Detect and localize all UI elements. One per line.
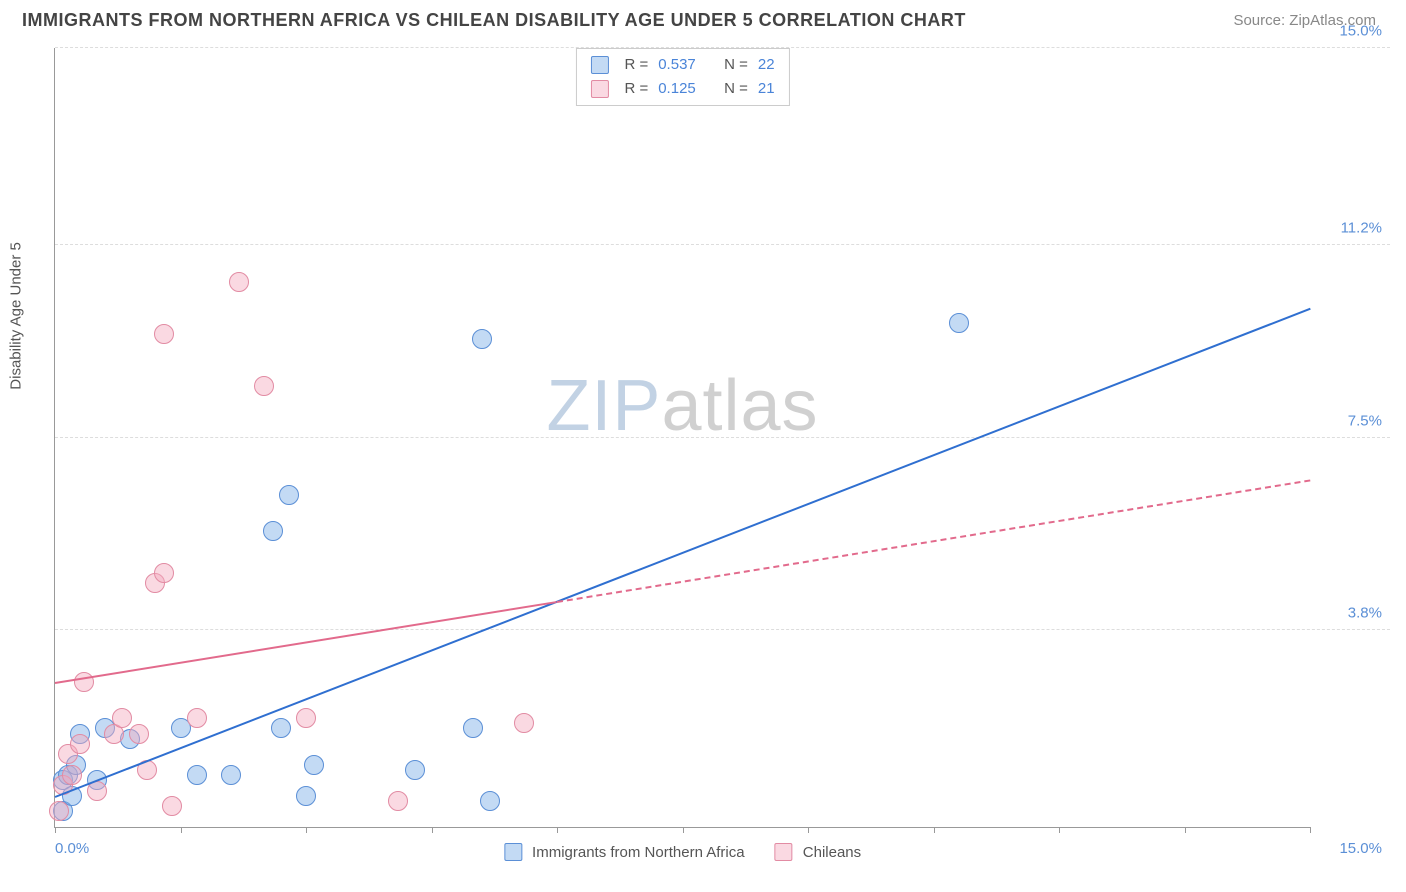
data-point [263, 521, 283, 541]
x-tick [683, 827, 684, 833]
data-point [472, 329, 492, 349]
chart-title: IMMIGRANTS FROM NORTHERN AFRICA VS CHILE… [22, 10, 966, 31]
r-label: R = [624, 53, 648, 77]
data-point [221, 765, 241, 785]
bottom-legend: Immigrants from Northern Africa Chileans [504, 843, 861, 861]
n-value-1: 21 [758, 77, 775, 101]
data-point [49, 801, 69, 821]
data-point [62, 765, 82, 785]
data-point [405, 760, 425, 780]
x-axis-min-label: 0.0% [55, 840, 89, 857]
stats-legend-box: R = 0.537 N = 22 R = 0.125 N = 21 [575, 48, 789, 106]
data-point [154, 324, 174, 344]
watermark: ZIPatlas [546, 365, 818, 447]
y-tick-label: 7.5% [1348, 412, 1382, 429]
legend-item-1: Chileans [775, 843, 862, 861]
x-tick [306, 827, 307, 833]
chart-container: Disability Age Under 5 ZIPatlas R = 0.53… [22, 40, 1390, 870]
legend-item-0: Immigrants from Northern Africa [504, 843, 745, 861]
y-tick-label: 3.8% [1348, 604, 1382, 621]
n-value-0: 22 [758, 53, 775, 77]
stats-swatch-1 [590, 80, 608, 98]
plot-area: ZIPatlas R = 0.537 N = 22 R = 0.125 N = … [54, 48, 1310, 828]
x-tick [55, 827, 56, 833]
r-value-1: 0.125 [658, 77, 696, 101]
data-point [279, 485, 299, 505]
n-label: N = [724, 53, 748, 77]
legend-label-0: Immigrants from Northern Africa [532, 844, 745, 861]
data-point [480, 791, 500, 811]
x-tick [808, 827, 809, 833]
legend-swatch-0 [504, 843, 522, 861]
data-point [514, 713, 534, 733]
x-tick [181, 827, 182, 833]
y-tick-label: 15.0% [1339, 23, 1382, 40]
x-tick [1185, 827, 1186, 833]
stats-row-series-0: R = 0.537 N = 22 [590, 53, 774, 77]
data-point [162, 796, 182, 816]
watermark-zip: ZIP [546, 366, 661, 446]
data-point [187, 708, 207, 728]
trend-line [557, 479, 1310, 602]
data-point [129, 724, 149, 744]
gridline [55, 47, 1390, 48]
data-point [388, 791, 408, 811]
data-point [74, 672, 94, 692]
data-point [187, 765, 207, 785]
data-point [112, 708, 132, 728]
x-axis-max-label: 15.0% [1339, 840, 1382, 857]
r-value-0: 0.537 [658, 53, 696, 77]
x-tick [557, 827, 558, 833]
legend-swatch-1 [775, 843, 793, 861]
data-point [296, 708, 316, 728]
data-point [229, 272, 249, 292]
trend-line [55, 308, 1311, 798]
gridline [55, 437, 1390, 438]
data-point [70, 734, 90, 754]
data-point [271, 718, 291, 738]
watermark-atlas: atlas [661, 366, 818, 446]
n-label: N = [724, 77, 748, 101]
data-point [254, 376, 274, 396]
x-tick [1310, 827, 1311, 833]
gridline [55, 244, 1390, 245]
gridline [55, 629, 1390, 630]
x-tick [432, 827, 433, 833]
data-point [304, 755, 324, 775]
r-label: R = [624, 77, 648, 101]
y-tick-label: 11.2% [1341, 220, 1382, 237]
stats-swatch-0 [590, 56, 608, 74]
data-point [463, 718, 483, 738]
trend-line [55, 601, 557, 684]
data-point [296, 786, 316, 806]
x-tick [1059, 827, 1060, 833]
data-point [949, 313, 969, 333]
stats-row-series-1: R = 0.125 N = 21 [590, 77, 774, 101]
data-point [154, 563, 174, 583]
x-tick [934, 827, 935, 833]
y-axis-label: Disability Age Under 5 [8, 242, 25, 390]
legend-label-1: Chileans [803, 844, 861, 861]
